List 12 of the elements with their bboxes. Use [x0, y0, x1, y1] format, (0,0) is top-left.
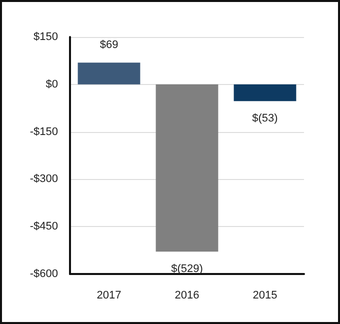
x-tick-label: 2016 [174, 290, 200, 302]
y-tick-label: -$450 [30, 220, 58, 233]
x-tick-label: 2017 [96, 290, 122, 302]
x-tick-label: 2015 [252, 290, 278, 302]
data-label: $(529) [171, 263, 203, 276]
y-tick-label: -$300 [30, 173, 58, 186]
data-label: $69 [100, 39, 118, 52]
y-tick-label: $0 [46, 78, 58, 90]
y-tick-label: -$150 [30, 126, 58, 138]
data-label: $(53) [252, 112, 278, 125]
y-tick-label: -$600 [30, 268, 58, 280]
y-tick-label: $150 [34, 31, 58, 43]
